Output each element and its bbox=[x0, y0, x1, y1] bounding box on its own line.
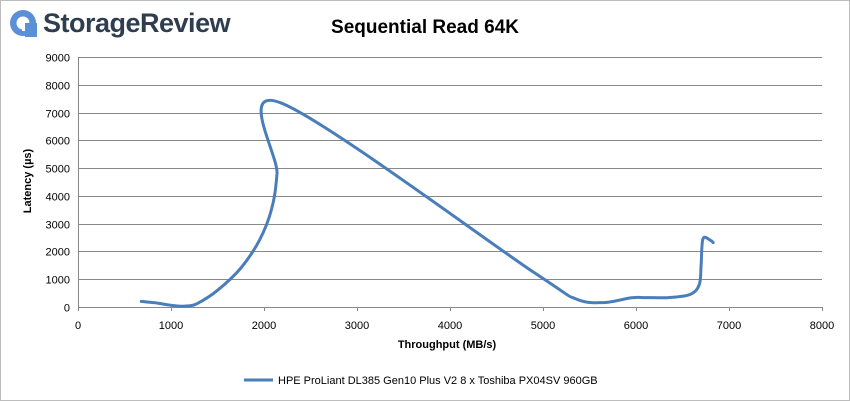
series-lines bbox=[139, 98, 715, 308]
x-tick-label: 2000 bbox=[252, 320, 276, 332]
y-axis-ticks: 0 1000 2000 3000 4000 5000 6000 7000 8000 9000 bbox=[46, 53, 70, 315]
storagereview-logo-icon bbox=[10, 10, 37, 37]
brand-name: StorageReview bbox=[43, 7, 231, 38]
gridlines bbox=[78, 57, 822, 308]
y-tick-label: 8000 bbox=[46, 81, 70, 93]
y-tick-label: 4000 bbox=[46, 192, 70, 204]
x-tick-label: 3000 bbox=[345, 320, 369, 332]
y-tick-label: 7000 bbox=[46, 109, 70, 121]
chart-title: Sequential Read 64K bbox=[331, 17, 519, 38]
brand-logo: StorageReview bbox=[9, 5, 231, 41]
y-tick-label: 0 bbox=[64, 303, 70, 315]
legend-label: HPE ProLiant DL385 Gen10 Plus V2 8 x Tos… bbox=[278, 375, 598, 387]
y-tick-label: 3000 bbox=[46, 220, 70, 232]
x-tick-label: 0 bbox=[75, 320, 81, 332]
y-tick-label: 6000 bbox=[46, 136, 70, 148]
y-axis-title: Latency (µs) bbox=[22, 148, 34, 213]
y-tick-label: 1000 bbox=[46, 275, 70, 287]
x-tick-label: 6000 bbox=[624, 320, 648, 332]
y-tick-label: 9000 bbox=[46, 53, 70, 65]
y-tick-label: 5000 bbox=[46, 164, 70, 176]
x-tick-label: 5000 bbox=[531, 320, 555, 332]
x-axis-ticks: 0 1000 2000 3000 4000 5000 6000 7000 8000 bbox=[75, 307, 834, 332]
series-line bbox=[139, 98, 715, 308]
y-tick-label: 2000 bbox=[46, 247, 70, 259]
x-tick-label: 4000 bbox=[438, 320, 462, 332]
x-tick-label: 1000 bbox=[159, 320, 183, 332]
x-tick-label: 7000 bbox=[717, 320, 741, 332]
x-tick-label: 8000 bbox=[810, 320, 834, 332]
legend: HPE ProLiant DL385 Gen10 Plus V2 8 x Tos… bbox=[244, 375, 598, 387]
x-axis-title: Throughput (MB/s) bbox=[398, 339, 497, 351]
